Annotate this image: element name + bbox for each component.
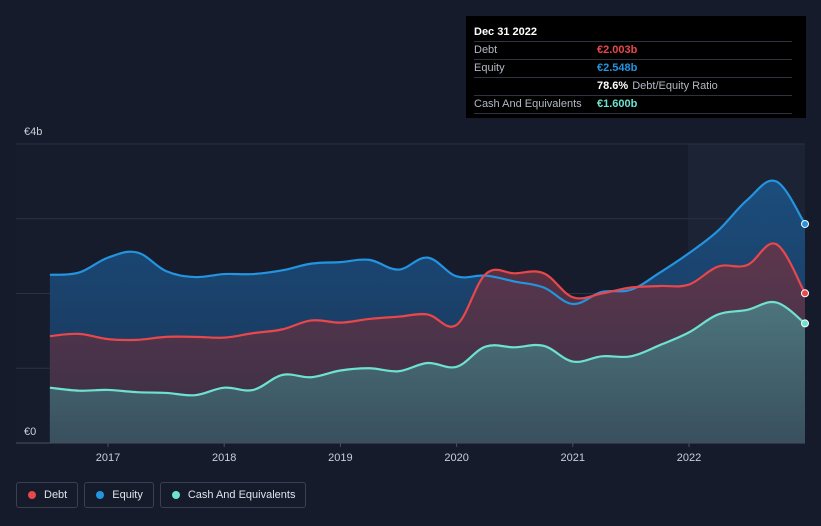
x-axis: 2017 2018 2019 2020 2021 2022: [96, 443, 701, 464]
equity-end-dot: [801, 219, 809, 228]
cash-area: [49, 302, 805, 443]
legend: Debt Equity Cash And Equivalents: [16, 482, 307, 508]
x-tick-label: 2020: [444, 452, 468, 464]
series-end-dots: [801, 219, 809, 328]
cash-line: [49, 300, 806, 397]
tooltip-cash-value: €1.600b: [597, 98, 638, 110]
tooltip-row-ratio: 78.6% Debt/Equity Ratio: [474, 77, 792, 95]
tooltip-date: Dec 31 2022: [474, 26, 537, 38]
y-tick-label: €0: [24, 426, 36, 438]
cash-dot-icon: [171, 491, 180, 499]
debt-dot-icon: [28, 491, 36, 499]
equity-dot-icon: [96, 491, 105, 499]
legend-item-equity[interactable]: Equity: [84, 482, 154, 508]
debt-line: [49, 242, 806, 342]
tooltip-ratio-label: Debt/Equity Ratio: [632, 80, 718, 92]
x-tick-label: 2018: [212, 452, 236, 464]
series-areas: [49, 180, 805, 443]
x-tick-label: 2021: [561, 452, 585, 464]
x-tick-label: 2017: [96, 452, 120, 464]
tooltip-equity-label: Equity: [474, 62, 505, 74]
x-tick-label: 2019: [328, 452, 352, 464]
series-lines: [49, 179, 806, 397]
tooltip-debt-value: €2.003b: [597, 44, 638, 56]
tooltip-panel: Dec 31 2022 Debt €2.003b Equity €2.548b …: [466, 16, 806, 118]
tooltip-row-debt: Debt €2.003b: [474, 41, 792, 59]
debt-end-dot: [801, 289, 809, 298]
tooltip-ratio-value: 78.6%: [597, 80, 629, 92]
legend-item-cash[interactable]: Cash And Equivalents: [159, 482, 307, 508]
y-axis: €4b €0: [24, 126, 42, 438]
equity-line: [49, 179, 806, 306]
legend-item-debt[interactable]: Debt: [16, 482, 79, 508]
legend-debt-label: Debt: [44, 489, 68, 501]
legend-cash-label: Cash And Equivalents: [187, 489, 296, 501]
legend-equity-label: Equity: [112, 489, 143, 501]
cash-end-dot: [801, 319, 809, 328]
tooltip-debt-label: Debt: [474, 44, 498, 56]
x-tick-label: 2022: [677, 452, 701, 464]
tooltip-row-cash: Cash And Equivalents €1.600b: [474, 95, 792, 114]
tooltip-equity-value: €2.548b: [597, 62, 638, 74]
tooltip-row-equity: Equity €2.548b: [474, 59, 792, 77]
tooltip-cash-label: Cash And Equivalents: [474, 98, 582, 110]
y-tick-label: €4b: [24, 126, 42, 138]
